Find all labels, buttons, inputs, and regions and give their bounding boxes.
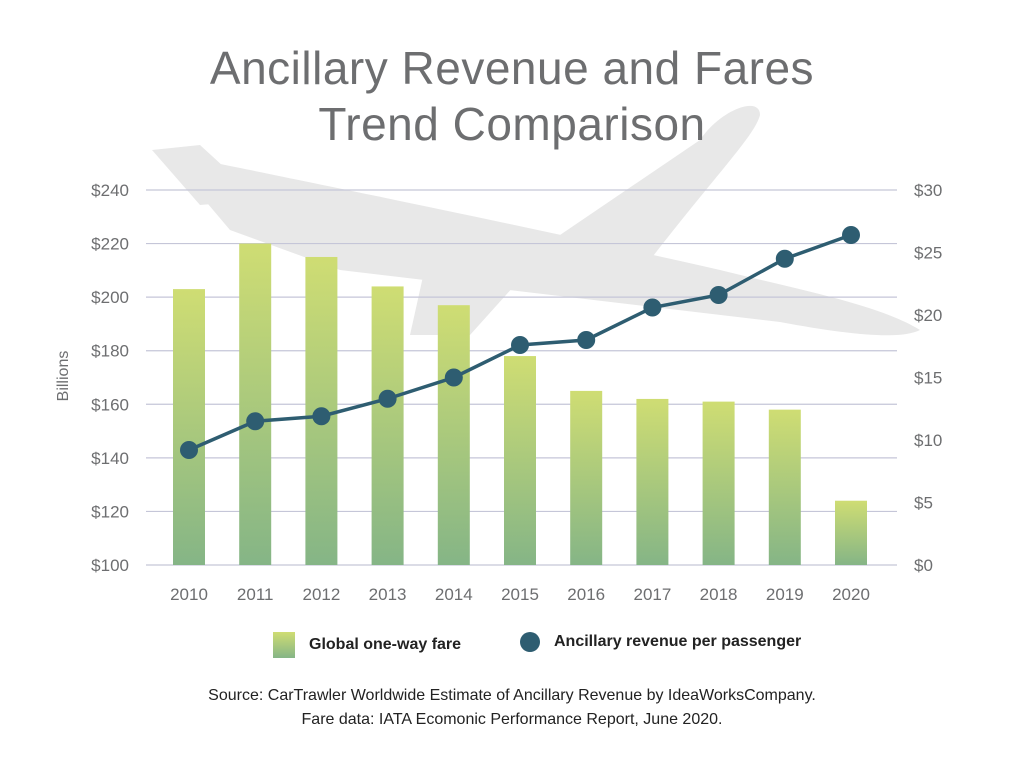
title-line-1: Ancillary Revenue and Fares bbox=[209, 42, 815, 94]
right-tick-label: $0 bbox=[914, 556, 933, 575]
x-tick-label: 2020 bbox=[832, 585, 870, 604]
bar-2019 bbox=[768, 409, 801, 565]
x-tick-label: 2010 bbox=[170, 585, 208, 604]
left-tick-label: $140 bbox=[91, 449, 129, 468]
point-2016 bbox=[577, 331, 596, 349]
left-tick-label: $200 bbox=[91, 288, 129, 307]
point-2010 bbox=[180, 441, 198, 459]
point-2014 bbox=[444, 368, 463, 387]
point-2013 bbox=[378, 389, 397, 408]
right-tick-label: $5 bbox=[914, 494, 933, 513]
source-line-2: Fare data: IATA Ecomonic Performance Rep… bbox=[301, 711, 723, 728]
bar-2016 bbox=[570, 390, 603, 565]
right-tick-label: $15 bbox=[914, 369, 942, 388]
legend: Global one-way fare Ancillary revenue pe… bbox=[0, 632, 1024, 662]
title-line-2: Trend Comparison bbox=[318, 98, 706, 150]
legend-line-marker bbox=[520, 632, 540, 652]
x-tick-label: 2018 bbox=[700, 585, 738, 604]
bar-2020 bbox=[835, 500, 867, 565]
point-2019 bbox=[775, 249, 794, 268]
left-tick-label: $160 bbox=[91, 395, 129, 414]
point-2011 bbox=[246, 412, 265, 431]
x-tick-label: 2012 bbox=[302, 585, 340, 604]
right-tick-label: $25 bbox=[914, 244, 942, 263]
left-tick-label: $120 bbox=[91, 502, 129, 521]
source-note: Source: CarTrawler Worldwide Estimate of… bbox=[0, 684, 1024, 732]
x-tick-label: 2014 bbox=[435, 585, 473, 604]
chart-title: Ancillary Revenue and Fares Trend Compar… bbox=[0, 40, 1024, 152]
y-axis-label: Billions bbox=[55, 351, 72, 402]
bar-2017 bbox=[636, 398, 669, 565]
x-tick-label: 2015 bbox=[501, 585, 539, 604]
bar-2015 bbox=[504, 356, 536, 565]
legend-item-ancillary: Ancillary revenue per passenger bbox=[520, 632, 801, 652]
point-2015 bbox=[511, 336, 529, 354]
left-tick-label: $240 bbox=[91, 181, 129, 200]
bar-2014 bbox=[437, 305, 470, 565]
x-tick-label: 2017 bbox=[633, 585, 671, 604]
legend-item-fare: Global one-way fare bbox=[273, 632, 461, 658]
source-line-1: Source: CarTrawler Worldwide Estimate of… bbox=[208, 687, 816, 704]
left-tick-label: $100 bbox=[91, 556, 129, 575]
point-2018 bbox=[709, 286, 728, 304]
left-tick-label: $220 bbox=[91, 235, 129, 254]
legend-line-label: Ancillary revenue per passenger bbox=[554, 633, 802, 650]
left-tick-label: $180 bbox=[91, 342, 129, 361]
bar-2018 bbox=[702, 401, 735, 565]
right-tick-label: $20 bbox=[914, 306, 942, 325]
bar-2011 bbox=[239, 243, 272, 566]
x-tick-label: 2013 bbox=[369, 585, 407, 604]
point-2017 bbox=[643, 298, 662, 317]
right-tick-label: $30 bbox=[914, 181, 942, 200]
point-2020 bbox=[842, 226, 860, 244]
right-tick-label: $10 bbox=[914, 431, 942, 450]
legend-bar-swatch bbox=[273, 632, 295, 658]
legend-bar-label: Global one-way fare bbox=[309, 636, 462, 653]
x-tick-label: 2016 bbox=[567, 585, 605, 604]
point-2012 bbox=[312, 407, 331, 426]
bar-2013 bbox=[371, 286, 404, 565]
bar-2010 bbox=[173, 289, 205, 565]
x-tick-label: 2019 bbox=[766, 585, 804, 604]
x-tick-label: 2011 bbox=[237, 585, 274, 604]
